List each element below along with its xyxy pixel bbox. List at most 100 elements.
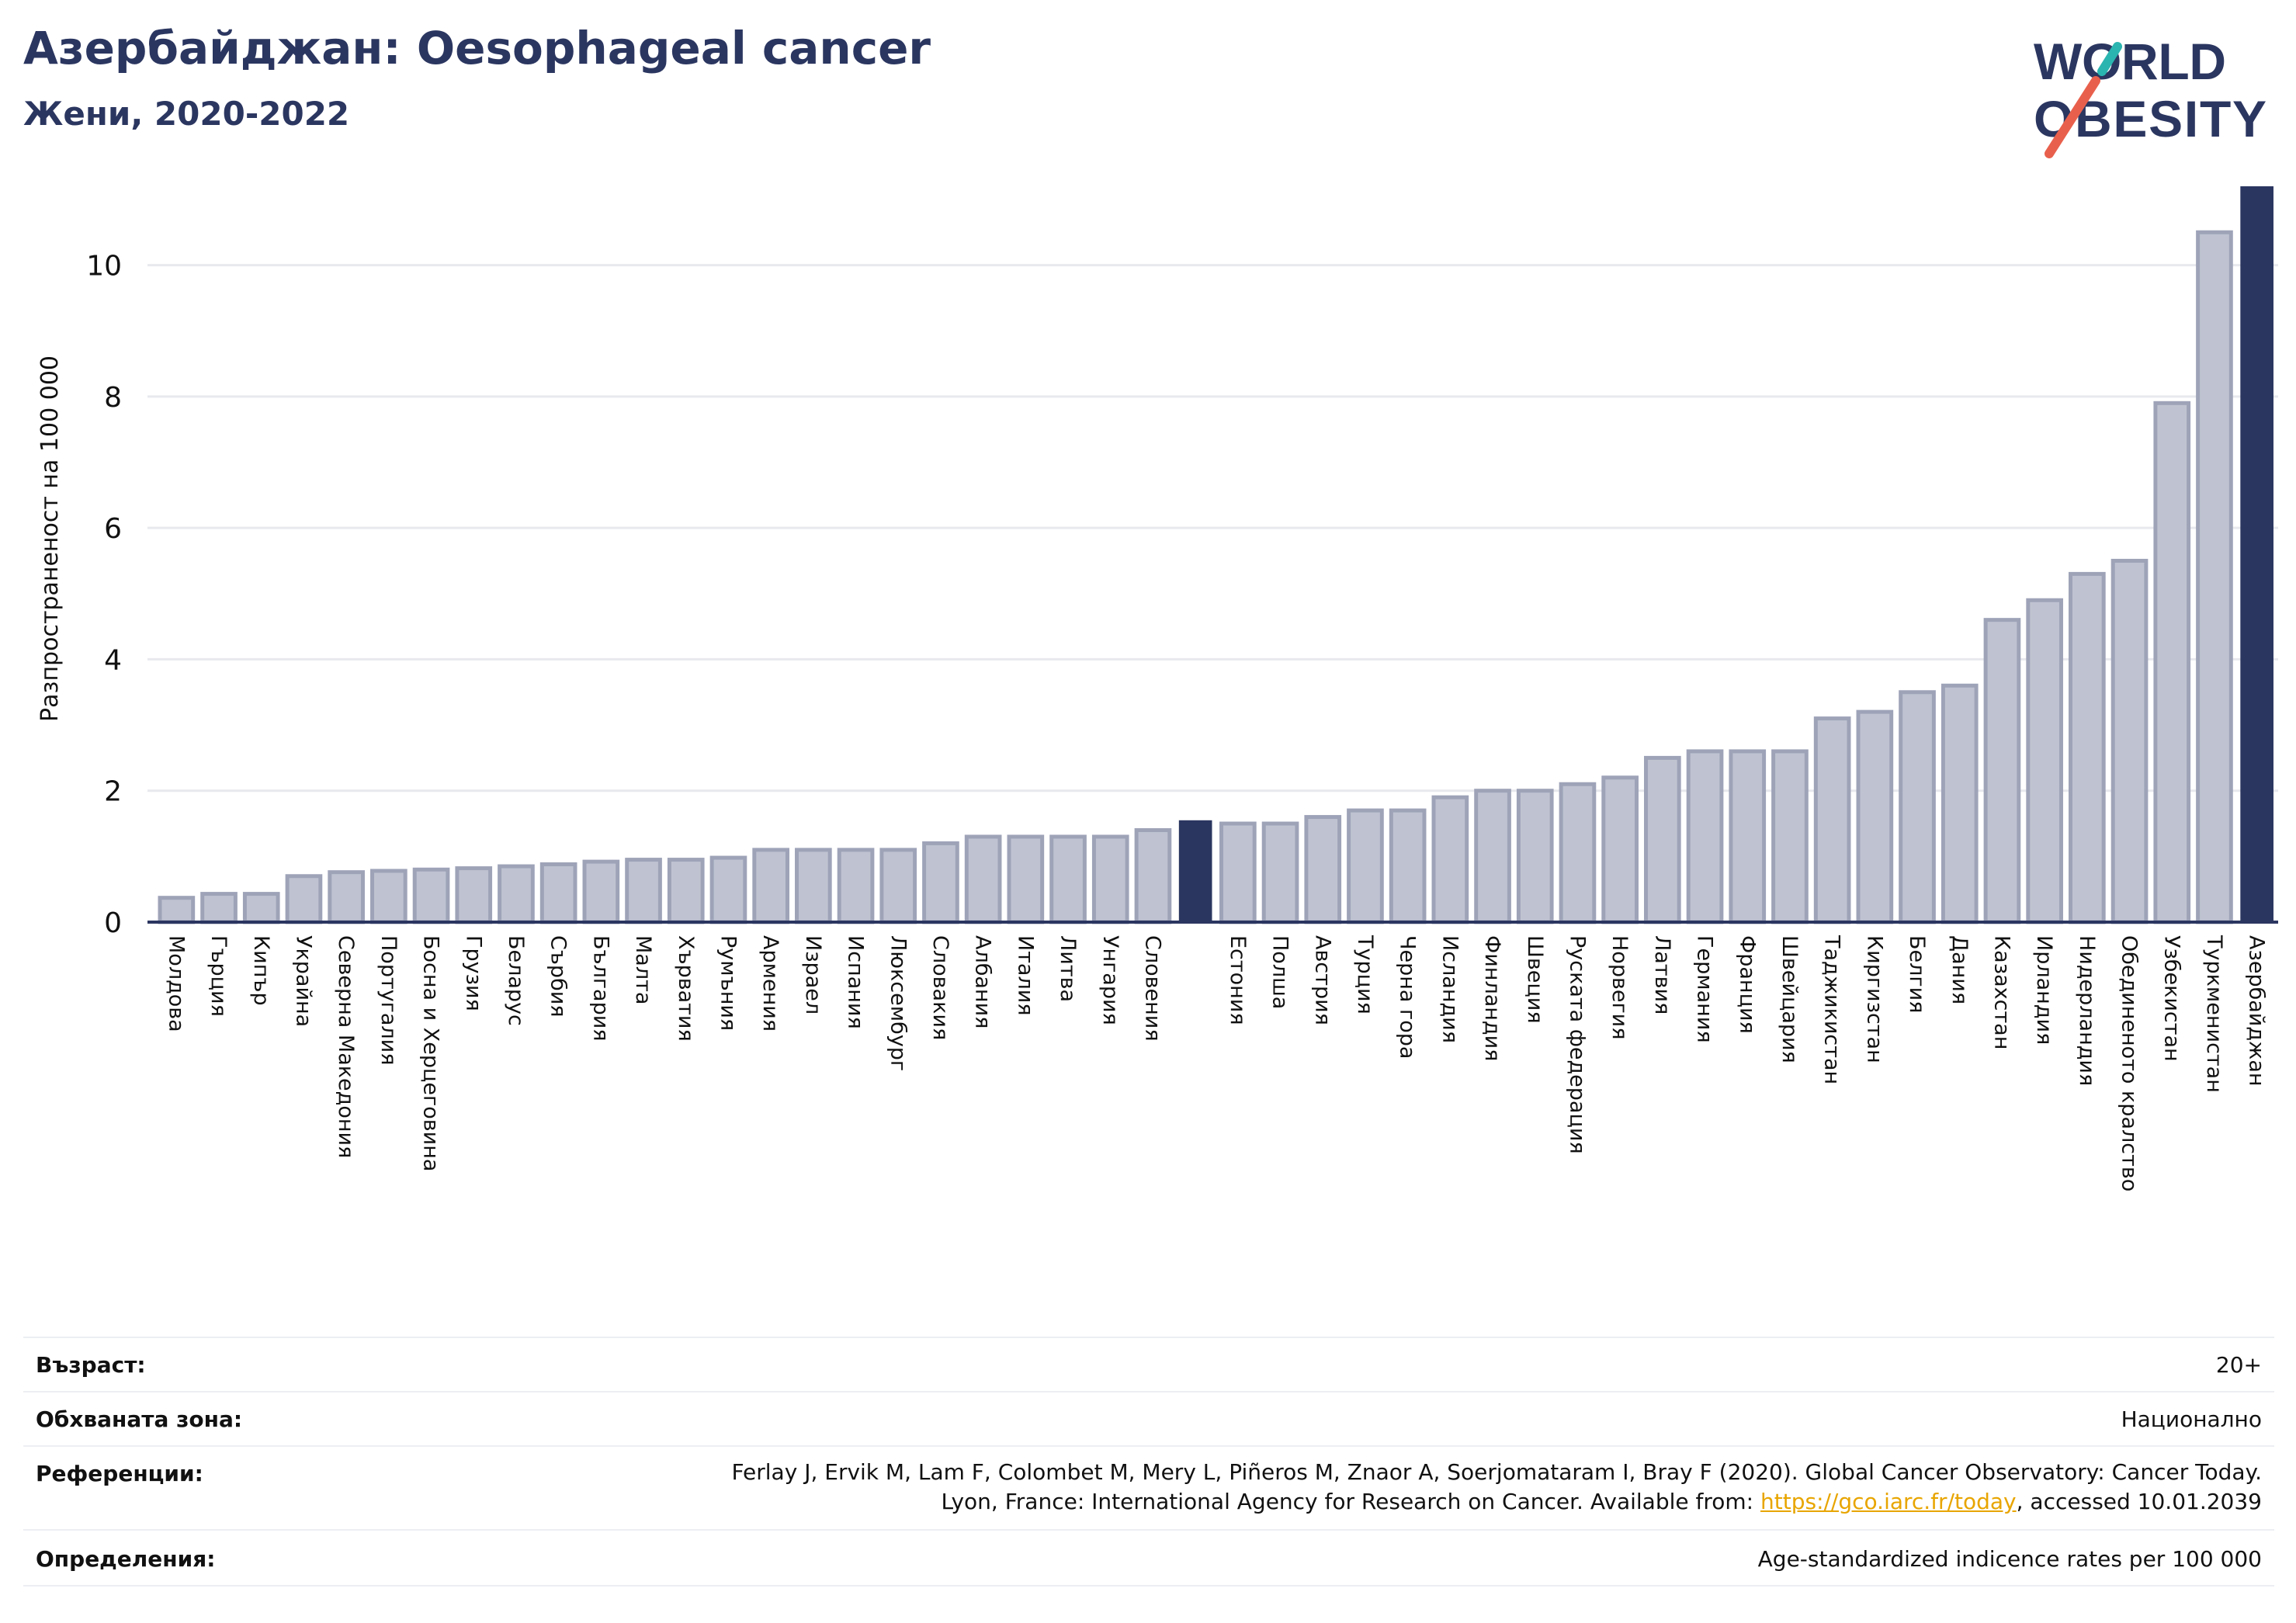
x-tick-label: Италия — [1013, 935, 1037, 1016]
bar — [412, 867, 450, 924]
x-tick-label: Украйна — [291, 935, 315, 1027]
x-tick-label: Руската федерация — [1565, 935, 1589, 1154]
info-row-references: Референции: Ferlay J, Ervik M, Lam F, Co… — [23, 1445, 2274, 1531]
bar — [1091, 834, 1129, 924]
x-tick-label: Белгия — [1905, 935, 1929, 1013]
bar — [1261, 821, 1299, 924]
bar — [328, 870, 365, 924]
x-tick-label: Словакия — [928, 935, 952, 1040]
x-tick-label: Гърция — [206, 935, 231, 1017]
bar — [1347, 808, 1384, 924]
bar — [1644, 755, 1681, 924]
bar — [625, 858, 662, 924]
bar-highlight — [2240, 186, 2273, 922]
x-tick-label: Испания — [844, 935, 868, 1029]
x-tick-label: Дания — [1947, 935, 1972, 1004]
logo-line1: WORLD — [2034, 33, 2226, 90]
x-tick-label: Австрия — [1310, 935, 1334, 1025]
x-tick-label: Румъния — [716, 935, 740, 1031]
bar — [1007, 834, 1045, 924]
info-label-area: Обхваната зона: — [36, 1406, 243, 1432]
chart-title: Азербайджан: Oesophageal cancer — [23, 22, 931, 75]
reference-link[interactable]: https://gco.iarc.fr/today — [1760, 1489, 2017, 1514]
bar — [1856, 709, 1894, 924]
x-tick-label: Туркменистан — [2202, 935, 2226, 1093]
x-tick-label: Малта — [631, 935, 655, 1004]
x-tick-label: Казахстан — [1989, 935, 2013, 1049]
bar — [370, 869, 408, 924]
info-value-age: 20+ — [2215, 1352, 2262, 1378]
bar — [964, 834, 1002, 924]
x-tick-label: Северна Македония — [334, 935, 358, 1158]
bar — [1771, 749, 1809, 924]
bar — [752, 848, 789, 924]
x-tick-label: Унгария — [1098, 935, 1122, 1025]
reference-line-1: Ferlay J, Ervik M, Lam F, Colombet M, Me… — [731, 1459, 2262, 1485]
x-tick-label: Молдова — [164, 935, 188, 1032]
chart-subtitle: Жени, 2020-2022 — [23, 95, 350, 133]
x-tick-label: Люксембург — [886, 935, 910, 1071]
info-value-references: Ferlay J, Ervik M, Lam F, Colombet M, Me… — [731, 1458, 2262, 1517]
info-value-definitions: Age-standardized indicence rates per 100… — [1757, 1546, 2262, 1572]
y-tick-label: 6 — [104, 513, 122, 545]
bar — [667, 858, 705, 924]
y-tick-label: 4 — [104, 644, 122, 676]
bar — [158, 896, 196, 924]
bar — [455, 866, 493, 924]
bar — [2069, 571, 2106, 924]
x-tick-label: Беларус — [504, 935, 528, 1026]
x-tick-label: Обединеното кралство — [2117, 935, 2142, 1191]
info-label-references: Референции: — [36, 1461, 203, 1486]
bar — [795, 848, 832, 924]
x-tick-label: Полша — [1268, 935, 1292, 1009]
info-label-definitions: Определения: — [36, 1546, 216, 1572]
info-row-age: Възраст: 20+ — [23, 1337, 2274, 1392]
reference-text: Lyon, France: International Agency for R… — [941, 1489, 1760, 1514]
bar — [1304, 815, 1342, 924]
bar — [1813, 716, 1851, 924]
bar — [2110, 558, 2149, 924]
bar — [2153, 401, 2191, 924]
x-tick-label: Азербайджан — [2245, 935, 2269, 1087]
bar — [2026, 598, 2063, 924]
info-label-age: Възраст: — [36, 1352, 146, 1378]
bar — [709, 855, 747, 924]
logo-slash-coral — [2045, 76, 2100, 158]
bar — [1389, 808, 1427, 924]
x-tick-label: Киргизстан — [1862, 935, 1886, 1063]
x-tick-label: Литва — [1056, 935, 1080, 1002]
bar — [582, 859, 620, 924]
x-tick-label: Узбекистан — [2159, 935, 2183, 1062]
x-tick-label: България — [588, 935, 612, 1042]
x-tick-label: Швейцария — [1777, 935, 1802, 1063]
bar — [200, 892, 238, 924]
bar — [1941, 683, 1979, 924]
y-tick-label: 2 — [104, 776, 122, 808]
bar — [1516, 789, 1554, 924]
info-value-area: Национално — [2121, 1406, 2262, 1432]
y-axis-title: Разпространеност на 100 000 — [36, 355, 64, 722]
logo-slash-teal — [2097, 42, 2122, 76]
bar — [1474, 789, 1511, 924]
bar — [1049, 834, 1087, 924]
bar — [837, 848, 875, 924]
bar — [539, 862, 577, 924]
bar — [2196, 230, 2233, 924]
x-tick-label: Франция — [1735, 935, 1759, 1034]
x-tick-label: Финландия — [1480, 935, 1504, 1061]
bar — [285, 874, 323, 924]
info-bottom-border — [23, 1585, 2274, 1587]
bar — [1899, 690, 1936, 924]
x-tick-label: Исландия — [1438, 935, 1462, 1043]
bar — [498, 864, 535, 924]
bar — [922, 841, 959, 924]
bar — [1686, 749, 1724, 924]
reference-accessed: , accessed 10.01.2039 — [2016, 1489, 2262, 1514]
bar — [1729, 749, 1767, 924]
x-tick-label: Латвия — [1650, 935, 1674, 1014]
x-tick-label: Черна гора — [1396, 935, 1420, 1059]
x-tick-label: Кипър — [249, 935, 273, 1006]
bar-highlight — [1178, 820, 1212, 922]
bar — [1983, 618, 2021, 924]
bar — [1219, 821, 1257, 924]
